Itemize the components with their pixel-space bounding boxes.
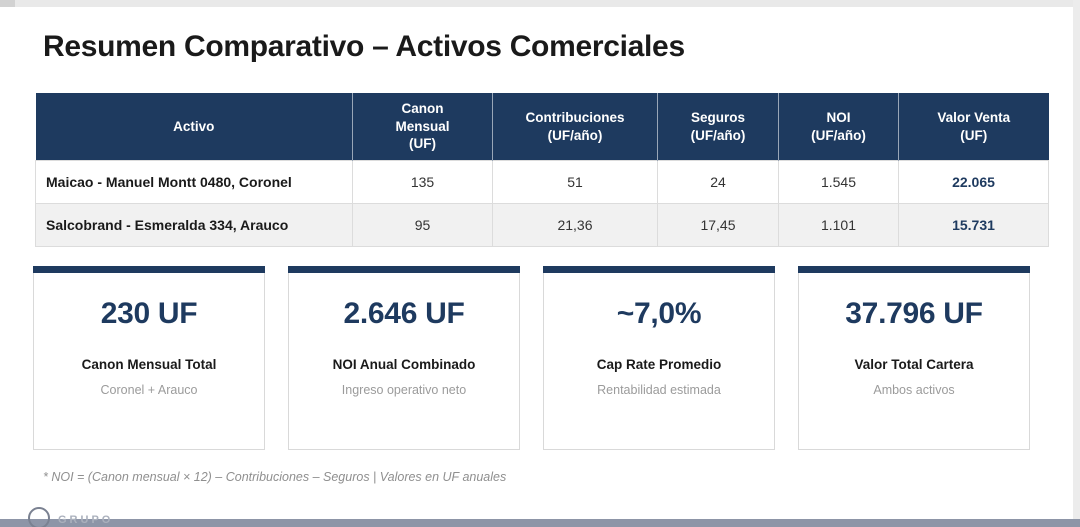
cell-canon-mensual: 95 — [352, 203, 493, 247]
page-title: Resumen Comparativo – Activos Comerciale… — [43, 30, 685, 63]
kpi-card-accent-bar — [288, 266, 520, 273]
cell-valor-venta: 22.065 — [898, 160, 1049, 204]
footnote: * NOI = (Canon mensual × 12) – Contribuc… — [43, 470, 507, 484]
kpi-label: NOI Anual Combinado — [332, 357, 476, 372]
kpi-card-body: 230 UF Canon Mensual Total Coronel + Ara… — [33, 273, 265, 450]
kpi-card-accent-bar — [798, 266, 1030, 273]
kpi-card-row: 230 UF Canon Mensual Total Coronel + Ara… — [33, 266, 1030, 450]
top-edge-strip — [0, 0, 1080, 7]
kpi-card-accent-bar — [33, 266, 265, 273]
logo-text: GRUPO — [58, 514, 114, 526]
kpi-sublabel: Rentabilidad estimada — [597, 383, 721, 397]
kpi-card-accent-bar — [543, 266, 775, 273]
cell-contribuciones: 51 — [492, 160, 658, 204]
col-header-valor-venta: Valor Venta (UF) — [898, 93, 1049, 161]
table-row-salcobrand: Salcobrand - Esmeralda 334, Arauco 95 21… — [35, 203, 1049, 247]
col-header-seguros: Seguros (UF/año) — [657, 93, 779, 161]
table-header-row: Activo Canon Mensual (UF) Contribuciones… — [35, 93, 1049, 161]
kpi-card-canon-total: 230 UF Canon Mensual Total Coronel + Ara… — [33, 266, 265, 450]
col-header-activo: Activo — [35, 93, 353, 161]
kpi-label: Valor Total Cartera — [854, 357, 974, 372]
kpi-card-body: 37.796 UF Valor Total Cartera Ambos acti… — [798, 273, 1030, 450]
kpi-value: 2.646 UF — [343, 297, 465, 330]
logo-circle-icon — [28, 507, 50, 527]
kpi-value: ~7,0% — [616, 297, 702, 330]
kpi-sublabel: Coronel + Arauco — [100, 383, 198, 397]
cell-seguros: 17,45 — [657, 203, 779, 247]
kpi-label: Canon Mensual Total — [81, 357, 217, 372]
cell-activo: Maicao - Manuel Montt 0480, Coronel — [35, 160, 353, 204]
top-edge-strip-left-segment — [0, 0, 15, 7]
col-header-canon-mensual: Canon Mensual (UF) — [352, 93, 493, 161]
cell-canon-mensual: 135 — [352, 160, 493, 204]
assets-comparison-table: Activo Canon Mensual (UF) Contribuciones… — [35, 93, 1049, 247]
kpi-value: 230 UF — [100, 297, 198, 330]
kpi-card-noi-anual: 2.646 UF NOI Anual Combinado Ingreso ope… — [288, 266, 520, 450]
cell-seguros: 24 — [657, 160, 779, 204]
company-logo: GRUPO — [28, 507, 113, 527]
cell-activo: Salcobrand - Esmeralda 334, Arauco — [35, 203, 353, 247]
kpi-card-body: ~7,0% Cap Rate Promedio Rentabilidad est… — [543, 273, 775, 450]
kpi-card-cap-rate: ~7,0% Cap Rate Promedio Rentabilidad est… — [543, 266, 775, 450]
table-row-maicao: Maicao - Manuel Montt 0480, Coronel 135 … — [35, 160, 1049, 204]
kpi-card-valor-total: 37.796 UF Valor Total Cartera Ambos acti… — [798, 266, 1030, 450]
col-header-noi: NOI (UF/año) — [778, 93, 899, 161]
cell-valor-venta: 15.731 — [898, 203, 1049, 247]
cell-noi: 1.545 — [778, 160, 899, 204]
kpi-card-body: 2.646 UF NOI Anual Combinado Ingreso ope… — [288, 273, 520, 450]
bottom-edge-bar — [0, 519, 1080, 527]
cell-noi: 1.101 — [778, 203, 899, 247]
kpi-sublabel: Ambos activos — [873, 383, 955, 397]
kpi-sublabel: Ingreso operativo neto — [341, 383, 467, 397]
kpi-value: 37.796 UF — [845, 297, 983, 330]
kpi-label: Cap Rate Promedio — [596, 357, 722, 372]
cell-contribuciones: 21,36 — [492, 203, 658, 247]
col-header-contribuciones: Contribuciones (UF/año) — [492, 93, 658, 161]
right-edge-strip — [1073, 0, 1080, 527]
